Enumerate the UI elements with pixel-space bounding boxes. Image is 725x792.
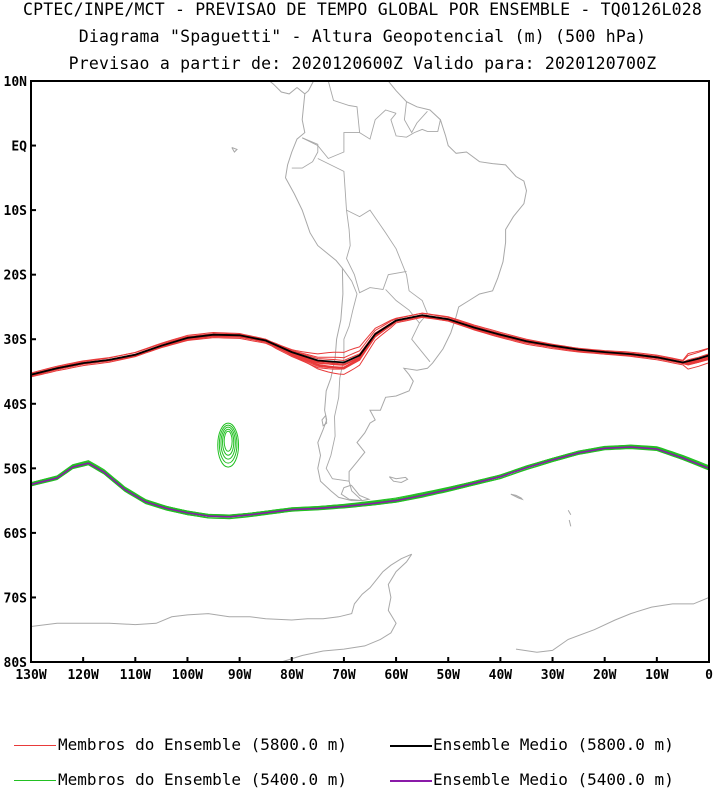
member-5400-line: [31, 446, 709, 518]
member-5800-line: [31, 316, 709, 378]
legend-label-mean-5800: Ensemble Medio (5800.0 m): [433, 735, 674, 754]
plot-frame: [30, 80, 710, 663]
member-5400-closed-contour: [217, 422, 240, 468]
lon-label: 30W: [541, 668, 565, 683]
lat-label: 80S: [4, 656, 28, 671]
ensemble-members-layer: [31, 312, 709, 520]
country-border: [317, 158, 431, 363]
title-line-1: CPTEC/INPE/MCT - PREVISAO DE TEMPO GLOBA…: [23, 0, 702, 19]
coastline: [567, 510, 572, 516]
lat-label: 30S: [4, 333, 28, 348]
coastline: [250, 42, 275, 74]
member-5400-line: [31, 447, 709, 519]
mean-5800-line: [31, 314, 709, 376]
member-5800-line: [31, 315, 709, 376]
lon-label: 0: [705, 668, 713, 683]
legend-swatch-mean-5400: [390, 780, 432, 782]
member-5800-line: [31, 316, 709, 377]
coastline: [284, 81, 528, 502]
member-5800-line: [31, 315, 709, 376]
lat-label: 40S: [4, 398, 28, 413]
lon-label: 80W: [280, 668, 304, 683]
legend-label-member-5800: Membros do Ensemble (5800.0 m): [58, 735, 347, 754]
lat-label: 70S: [4, 591, 28, 606]
coastline: [344, 26, 375, 29]
lat-label: 20S: [4, 269, 28, 284]
coastline: [31, 553, 412, 627]
legend-swatch-mean-5800: [390, 745, 432, 747]
member-5800-line: [31, 312, 709, 374]
member-5400-line: [31, 447, 709, 518]
member-5400-line: [31, 446, 709, 518]
coastline: [231, 147, 238, 153]
lat-label: EQ: [11, 140, 27, 155]
title-line-2: Diagrama "Spaguetti" - Altura Geopotenci…: [78, 27, 647, 46]
coastline: [510, 493, 524, 501]
lon-label: 130W: [15, 668, 46, 683]
lat-label: 10N: [4, 75, 28, 90]
member-5400-line: [31, 448, 709, 519]
coastline: [268, 81, 298, 95]
country-border: [301, 81, 361, 160]
coastline: [515, 596, 709, 653]
lon-label: 110W: [120, 668, 151, 683]
title-line-3: Previsao a partir de: 2020120600Z Valido…: [68, 54, 657, 73]
member-5400-line: [31, 447, 709, 518]
member-5400-line: [31, 446, 709, 518]
member-5800-line: [31, 314, 709, 377]
legend-label-member-5400: Membros do Ensemble (5400.0 m): [58, 770, 347, 789]
member-5400-closed-contour: [223, 430, 233, 452]
lon-label: 90W: [228, 668, 252, 683]
lon-label: 100W: [172, 668, 203, 683]
coastline-layer: [31, 26, 709, 662]
member-5400-closed-contour: [220, 426, 236, 460]
mean-5400-line: [31, 446, 709, 518]
country-border: [359, 109, 397, 140]
lon-label: 70W: [332, 668, 356, 683]
country-border: [325, 267, 358, 482]
country-border: [346, 210, 407, 294]
lon-label: 60W: [384, 668, 408, 683]
lon-label: 20W: [593, 668, 617, 683]
lat-label: 50S: [4, 462, 28, 477]
member-5800-line: [31, 315, 709, 377]
country-border: [291, 137, 319, 169]
lon-label: 50W: [436, 668, 460, 683]
lat-label: 60S: [4, 527, 28, 542]
lon-label: 10W: [645, 668, 669, 683]
member-5400-line: [31, 447, 709, 520]
member-5400-closed-contour: [222, 428, 235, 456]
country-border: [390, 113, 441, 138]
coastline: [568, 519, 572, 527]
legend-swatch-member-5800: [14, 745, 56, 746]
legend-label-mean-5400: Ensemble Medio (5400.0 m): [433, 770, 674, 789]
coastline: [281, 553, 413, 662]
lat-label: 10S: [4, 204, 28, 219]
member-5400-closed-contour: [218, 424, 238, 464]
lon-label: 40W: [489, 668, 513, 683]
country-border: [403, 101, 428, 134]
coastline: [340, 484, 371, 502]
legend-swatch-member-5400: [14, 780, 56, 781]
coastline: [388, 476, 409, 484]
coastline: [321, 415, 328, 427]
ensemble-mean-layer: [31, 314, 709, 518]
member-5800-line: [31, 315, 709, 377]
lon-label: 120W: [67, 668, 98, 683]
